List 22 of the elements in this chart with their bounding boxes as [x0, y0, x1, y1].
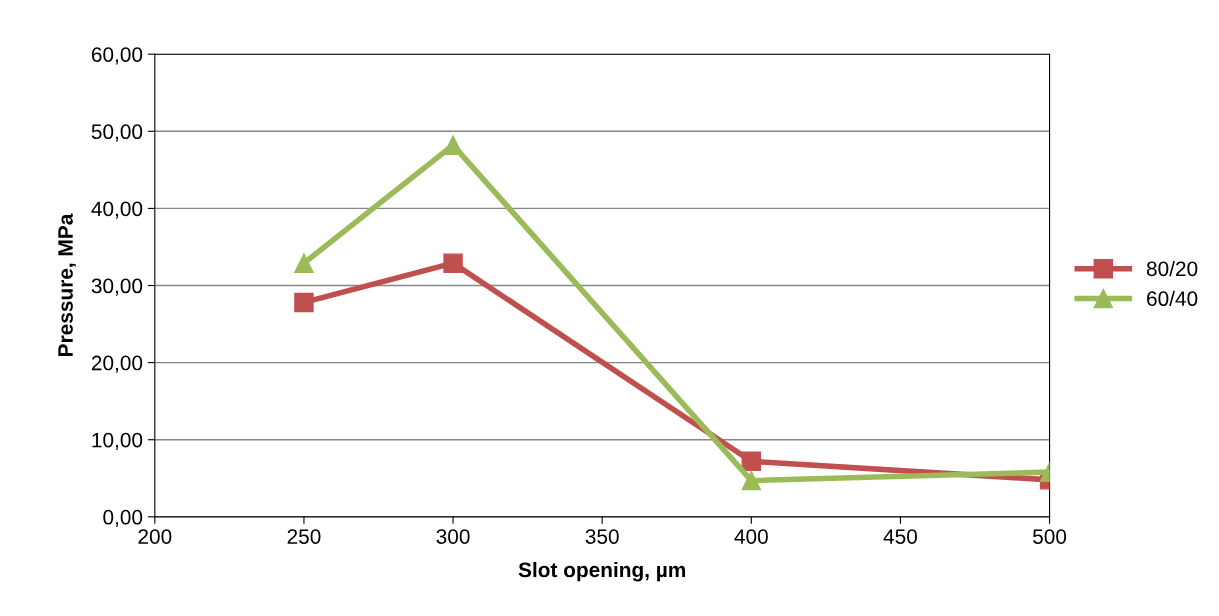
- y-tick-label: 40,00: [91, 201, 143, 219]
- legend-label: 80/20: [1146, 260, 1198, 277]
- x-tick-label: 350: [585, 529, 619, 544]
- point: [294, 253, 314, 273]
- legend-label: 60/40: [1147, 290, 1198, 307]
- x-tick-label: 300: [436, 529, 470, 544]
- x-axis-title: Slot opening, µm: [518, 561, 686, 582]
- point: [294, 292, 314, 313]
- y-axis-title: Pressure, MPa: [58, 213, 76, 356]
- y-tick-label: 20,00: [91, 355, 143, 373]
- point: [443, 253, 463, 273]
- x-tick-label: 200: [138, 529, 172, 544]
- x-tick-label: 400: [734, 529, 768, 544]
- x-tick-label: 500: [1033, 529, 1067, 544]
- y-tick-label: 60,00: [91, 47, 143, 65]
- y-tick-label: 50,00: [91, 124, 143, 142]
- point: [443, 135, 463, 155]
- y-tick-label: 30,00: [91, 278, 143, 296]
- y-tick-label: 0,00: [103, 509, 143, 528]
- y-tick-label: 10,00: [92, 432, 143, 450]
- x-tick-label: 450: [883, 529, 917, 544]
- x-tick-label: 250: [287, 529, 321, 544]
